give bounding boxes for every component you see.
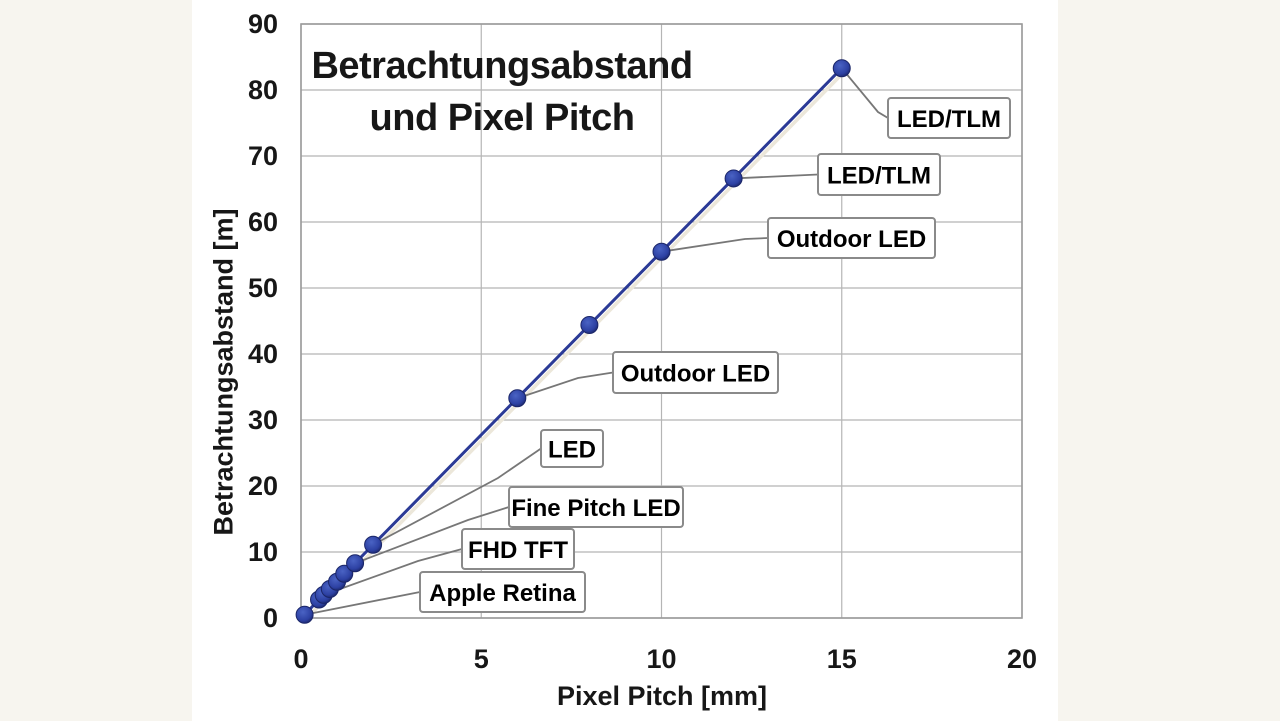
- annotation-label: Fine Pitch LED: [511, 495, 680, 522]
- annotation-box: [767, 217, 936, 259]
- plot-border: [300, 23, 1023, 619]
- annotation-box: [419, 571, 586, 613]
- annotation-label: LED: [548, 437, 596, 464]
- annotation-label: Outdoor LED: [621, 361, 770, 388]
- x-tick-label: 15: [827, 644, 857, 674]
- annotation-label: LED/TLM: [897, 106, 1001, 133]
- data-point-marker: [652, 242, 671, 261]
- annotation-leader-line: [661, 237, 769, 253]
- chart-title-line1: Betrachtungsabstand: [311, 45, 693, 87]
- chart-title: Betrachtungsabstand und Pixel Pitch: [292, 40, 712, 144]
- annotation-leader-line: [372, 447, 542, 546]
- annotation-box: [461, 528, 575, 570]
- annotation-leader-line: [841, 67, 889, 119]
- annotation-box: [508, 486, 684, 528]
- annotation-box: [817, 153, 941, 196]
- y-tick-label: 0: [263, 603, 278, 633]
- x-tick-label: 5: [474, 644, 489, 674]
- data-point-marker: [364, 535, 383, 554]
- annotation-leader-line: [733, 173, 819, 180]
- x-tick-label: 0: [293, 644, 308, 674]
- x-tick-label: 20: [1007, 644, 1037, 674]
- annotation-label: FHD TFT: [468, 537, 568, 564]
- data-point-marker: [508, 389, 527, 408]
- y-tick-label: 30: [248, 405, 278, 435]
- annotation-label: Apple Retina: [429, 580, 576, 607]
- data-point-marker: [580, 315, 599, 334]
- annotation-leader-line: [517, 371, 614, 400]
- y-tick-label: 10: [248, 537, 278, 567]
- annotation-box: [540, 429, 604, 468]
- annotation-label: Outdoor LED: [777, 226, 926, 253]
- data-point-marker: [346, 554, 365, 573]
- y-tick-label: 50: [248, 273, 278, 303]
- y-tick-label: 80: [248, 75, 278, 105]
- annotation-leader-line: [304, 591, 421, 616]
- annotation-box: [612, 351, 779, 394]
- chart-title-line2: und Pixel Pitch: [369, 97, 635, 139]
- data-point-marker: [295, 605, 314, 624]
- x-tick-label: 10: [646, 644, 676, 674]
- data-point-marker: [832, 59, 851, 78]
- annotation-leader-line: [323, 548, 463, 596]
- y-tick-label: 20: [248, 471, 278, 501]
- y-tick-label: 70: [248, 141, 278, 171]
- annotation-label: LED/TLM: [827, 163, 931, 190]
- y-tick-label: 40: [248, 339, 278, 369]
- y-axis-title: Betrachtungsabstand [m]: [208, 208, 239, 536]
- x-axis-title: Pixel Pitch [mm]: [556, 681, 768, 711]
- y-tick-label: 90: [248, 9, 278, 39]
- annotation-box: [887, 97, 1011, 139]
- data-point-marker: [335, 564, 354, 583]
- y-tick-label: 60: [248, 207, 278, 237]
- data-point-marker: [724, 169, 743, 188]
- annotation-leader-line: [354, 506, 510, 565]
